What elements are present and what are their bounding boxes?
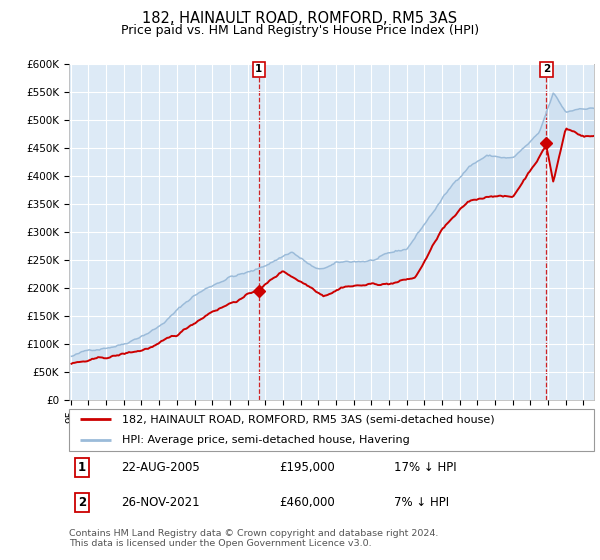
Text: 182, HAINAULT ROAD, ROMFORD, RM5 3AS (semi-detached house): 182, HAINAULT ROAD, ROMFORD, RM5 3AS (se… (121, 414, 494, 424)
Text: Price paid vs. HM Land Registry's House Price Index (HPI): Price paid vs. HM Land Registry's House … (121, 24, 479, 37)
Text: HPI: Average price, semi-detached house, Havering: HPI: Average price, semi-detached house,… (121, 435, 409, 445)
Text: £460,000: £460,000 (279, 496, 335, 509)
Text: 2: 2 (78, 496, 86, 509)
Text: 182, HAINAULT ROAD, ROMFORD, RM5 3AS: 182, HAINAULT ROAD, ROMFORD, RM5 3AS (142, 11, 458, 26)
Text: 1: 1 (78, 461, 86, 474)
Text: 26-NOV-2021: 26-NOV-2021 (121, 496, 200, 509)
Text: 2: 2 (542, 64, 550, 74)
Text: Contains HM Land Registry data © Crown copyright and database right 2024.: Contains HM Land Registry data © Crown c… (69, 529, 439, 538)
Text: 22-AUG-2005: 22-AUG-2005 (121, 461, 200, 474)
Text: 17% ↓ HPI: 17% ↓ HPI (395, 461, 457, 474)
Text: £195,000: £195,000 (279, 461, 335, 474)
Text: 1: 1 (255, 64, 262, 74)
Text: 7% ↓ HPI: 7% ↓ HPI (395, 496, 449, 509)
Text: This data is licensed under the Open Government Licence v3.0.: This data is licensed under the Open Gov… (69, 539, 371, 548)
FancyBboxPatch shape (69, 409, 594, 451)
